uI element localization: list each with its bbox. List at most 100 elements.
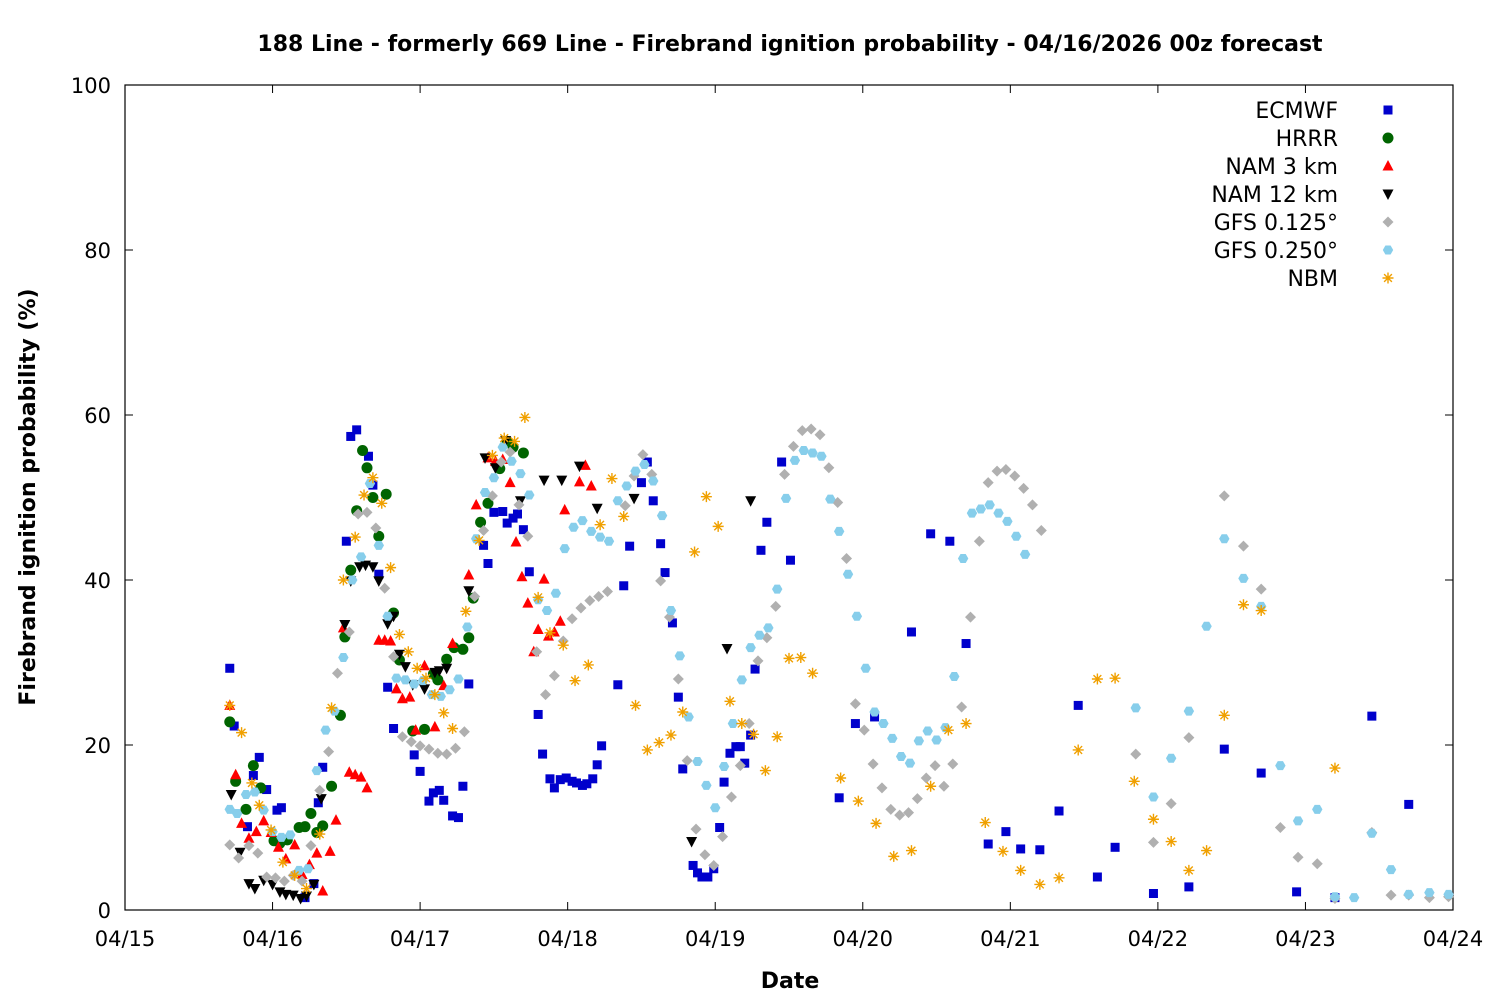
data-point [434,785,444,795]
data-point [331,667,343,679]
data-point [1292,887,1302,897]
x-axis-label: Date [761,969,820,994]
data-point [1110,842,1120,852]
data-point [538,749,548,759]
series-hrrr [224,435,529,849]
data-point [285,830,296,840]
data-point [363,451,373,461]
data-point [911,793,923,805]
data-point [482,497,494,509]
data-point [448,811,458,821]
data-point [524,490,535,500]
data-point [772,584,783,594]
data-point [402,646,414,658]
data-point [1128,775,1140,787]
data-point [243,832,255,843]
data-point [745,643,756,653]
data-point [460,605,472,617]
data-point [498,432,510,444]
data-point [296,875,308,887]
data-point [236,817,248,828]
data-point [308,879,320,891]
data-point [997,845,1009,857]
data-point [736,718,748,730]
data-point [957,554,969,564]
data-point [515,469,526,479]
data-point [253,799,265,811]
data-point [612,496,624,506]
data-point [385,635,397,646]
data-point [370,522,382,534]
data-point [674,651,686,661]
data-point [925,780,937,792]
x-tick-label: 04/21 [980,927,1041,951]
data-point [692,757,703,766]
data-point [653,737,665,749]
data-point [597,741,607,751]
data-point [1035,845,1045,855]
data-point [630,699,642,711]
data-point [419,684,431,695]
data-point [1016,844,1026,854]
data-point [300,891,312,902]
data-point [1053,872,1065,884]
data-point [479,488,491,498]
data-point [343,766,355,777]
data-point [1183,864,1195,876]
data-point [486,449,498,461]
data-point [280,889,292,901]
data-point [750,664,760,674]
data-point [367,492,379,503]
data-point [1000,463,1012,475]
data-point [450,742,462,754]
data-point [415,766,425,776]
data-point [1238,573,1249,583]
data-point [1424,888,1435,898]
plot-frame [124,84,1454,911]
data-point [725,791,737,803]
data-point [656,511,668,521]
data-point [672,673,684,685]
data-point [945,536,955,546]
data-point [807,667,819,679]
data-point [1219,744,1229,754]
data-point [1091,673,1103,685]
data-point [423,743,435,755]
data-point [233,852,245,864]
data-point [1073,700,1083,710]
data-point [770,600,782,612]
data-point [428,788,438,798]
data-point [681,755,693,767]
data-point [1311,858,1323,870]
data-point [577,516,588,526]
data-point [636,478,646,488]
legend: ECMWF HRRR NAM 3 km NAM 12 km GFS 0.125° GFS … [1211,99,1394,292]
data-point [323,746,335,758]
data-point [1148,792,1159,802]
data-point [243,879,255,890]
data-point [513,499,525,511]
data-point [396,731,408,743]
data-point [582,779,592,789]
data-point [689,546,701,558]
data-point [247,760,259,772]
data-point [779,468,791,480]
data-point [502,518,512,528]
data-point [314,828,326,840]
data-point [618,510,630,522]
data-point [249,884,261,895]
data-point [887,733,898,743]
data-point [569,675,581,687]
data-point [960,718,972,730]
data-point [834,793,844,803]
data-point [229,721,239,731]
data-point [305,807,317,819]
data-point [973,535,985,547]
legend-label: NAM 12 km [1211,183,1338,208]
data-point [414,740,426,752]
data-point [1367,711,1377,721]
data-point [637,449,649,461]
data-point [224,716,236,728]
data-point [355,552,367,562]
data-point [594,532,606,542]
